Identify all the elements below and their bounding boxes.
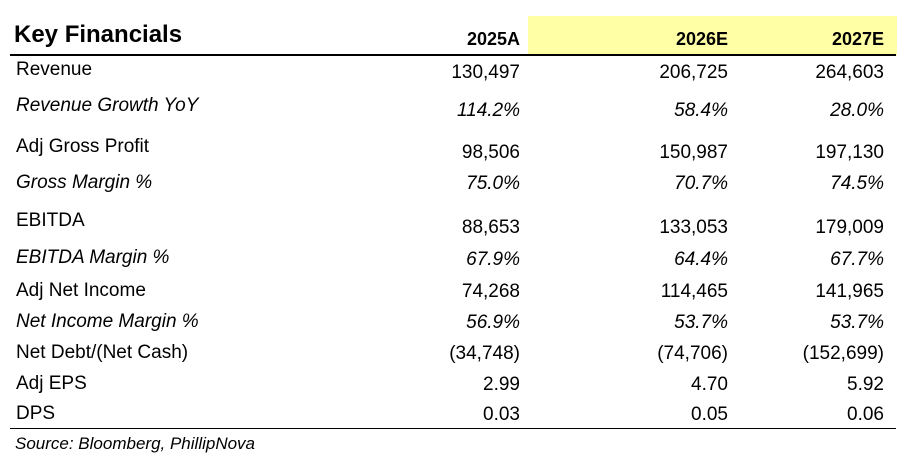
cell-adj-gross-profit-2026e: 150,987 bbox=[659, 142, 728, 163]
row-label-adj-net-income: Adj Net Income bbox=[16, 280, 146, 301]
footer-rule bbox=[10, 428, 896, 429]
cell-adj-net-income-2027e: 141,965 bbox=[815, 281, 884, 302]
cell-revenue-2026e: 206,725 bbox=[659, 62, 728, 83]
cell-adj-gross-profit-2027e: 197,130 bbox=[815, 142, 884, 163]
row-label-ebitda-margin: EBITDA Margin % bbox=[16, 247, 170, 268]
cell-ebitda-2025a: 88,653 bbox=[461, 217, 520, 238]
cell-net-debt-2027e: (152,699) bbox=[802, 343, 884, 364]
row-label-revenue: Revenue bbox=[16, 59, 93, 80]
cell-ebitda-margin-2025a: 67.9% bbox=[466, 249, 520, 270]
cell-dps-2025a: 0.03 bbox=[483, 404, 520, 425]
cell-adj-eps-2027e: 5.92 bbox=[847, 374, 884, 395]
cell-ebitda-margin-2027e: 67.7% bbox=[830, 249, 884, 270]
column-header-2025a: 2025A bbox=[466, 29, 520, 49]
cell-net-debt-2026e: (74,706) bbox=[657, 343, 728, 364]
row-label-ebitda: EBITDA bbox=[16, 210, 85, 231]
row-label-adj-gross-profit: Adj Gross Profit bbox=[16, 136, 150, 157]
row-label-revenue-growth: Revenue Growth YoY bbox=[16, 95, 199, 116]
row-label-net-income-margin: Net Income Margin % bbox=[16, 311, 199, 332]
row-label-net-debt: Net Debt/(Net Cash) bbox=[16, 342, 189, 363]
cell-adj-eps-2025a: 2.99 bbox=[483, 374, 520, 395]
cell-net-debt-2025a: (34,748) bbox=[449, 343, 520, 364]
cell-gross-margin-2025a: 75.0% bbox=[466, 173, 520, 194]
source-note: Source: Bloomberg, PhillipNova bbox=[15, 434, 256, 453]
row-label-gross-margin: Gross Margin % bbox=[16, 172, 153, 193]
cell-adj-net-income-2026e: 114,465 bbox=[660, 281, 728, 302]
header-rule bbox=[10, 54, 896, 56]
cell-revenue-growth-2025a: 114.2% bbox=[456, 100, 520, 121]
cell-revenue-growth-2026e: 58.4% bbox=[674, 100, 728, 121]
cell-adj-gross-profit-2025a: 98,506 bbox=[461, 142, 520, 163]
cell-gross-margin-2027e: 74.5% bbox=[830, 173, 884, 194]
cell-dps-2026e: 0.05 bbox=[691, 404, 728, 425]
cell-ebitda-2027e: 179,009 bbox=[815, 217, 884, 238]
cell-revenue-2027e: 264,603 bbox=[815, 62, 884, 83]
cell-adj-eps-2026e: 4.70 bbox=[691, 374, 728, 395]
cell-net-income-margin-2027e: 53.7% bbox=[830, 312, 884, 333]
cell-revenue-2025a: 130,497 bbox=[451, 62, 520, 83]
cell-gross-margin-2026e: 70.7% bbox=[674, 173, 728, 194]
cell-net-income-margin-2025a: 56.9% bbox=[466, 312, 520, 333]
row-label-adj-eps: Adj EPS bbox=[16, 373, 87, 394]
forecast-columns-highlight bbox=[528, 16, 897, 55]
cell-dps-2027e: 0.06 bbox=[847, 404, 884, 425]
row-label-dps: DPS bbox=[16, 403, 56, 424]
cell-adj-net-income-2025a: 74,268 bbox=[461, 281, 520, 302]
cell-ebitda-2026e: 133,053 bbox=[659, 217, 728, 238]
table-title: Key Financials bbox=[14, 21, 183, 48]
cell-revenue-growth-2027e: 28.0% bbox=[830, 100, 884, 121]
cell-ebitda-margin-2026e: 64.4% bbox=[674, 249, 728, 270]
cell-net-income-margin-2026e: 53.7% bbox=[674, 312, 728, 333]
column-header-2027e: 2027E bbox=[831, 29, 884, 49]
column-header-2026e: 2026E bbox=[675, 29, 728, 49]
